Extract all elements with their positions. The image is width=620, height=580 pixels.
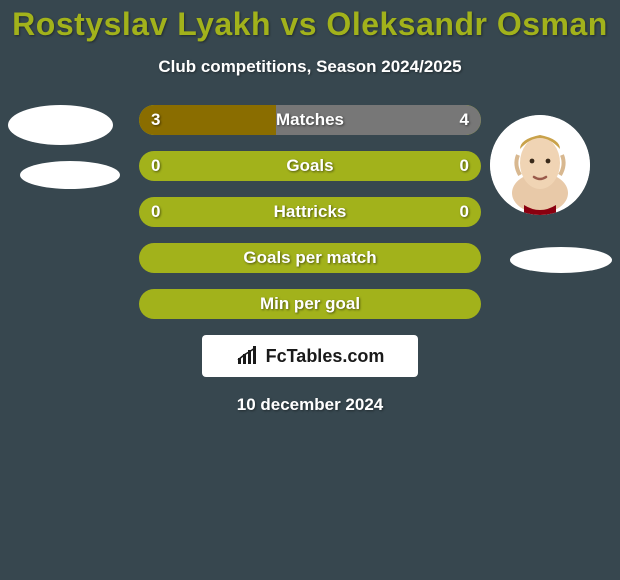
bar-value-right: 0 (460, 197, 469, 227)
bar-label: Hattricks (139, 197, 481, 227)
bar-label: Matches (139, 105, 481, 135)
player-avatar-left (8, 105, 113, 145)
team-badge-right (510, 247, 612, 273)
page-title: Rostyslav Lyakh vs Oleksandr Osman (0, 0, 620, 43)
stat-bar-row: Hattricks0 0 (139, 197, 481, 227)
content-area: Matches34Goals00Hattricks00Goals per mat… (0, 105, 620, 415)
stat-bar-row: Matches3 4 (139, 105, 481, 135)
logo-chart-icon (236, 346, 260, 366)
comparison-card: Rostyslav Lyakh vs Oleksandr Osman Club … (0, 0, 620, 580)
bar-value-left: 0 (151, 151, 160, 181)
bar-label: Min per goal (139, 289, 481, 319)
player-face-icon (490, 115, 590, 215)
bar-label: Goals (139, 151, 481, 181)
stat-bar-row: Goals0 0 (139, 151, 481, 181)
subtitle: Club competitions, Season 2024/2025 (0, 57, 620, 77)
bar-value-left: 0 (151, 197, 160, 227)
bar-value-right: 4 (460, 105, 469, 135)
logo-text: FcTables.com (266, 346, 385, 367)
player-avatar-right (490, 115, 590, 215)
team-badge-left (20, 161, 120, 189)
stat-bars: Matches34Goals00Hattricks00Goals per mat… (139, 105, 481, 319)
bar-value-right: 0 (460, 151, 469, 181)
logo-box: FcTables.com (202, 335, 418, 377)
bar-value-left: 3 (151, 105, 160, 135)
bar-label: Goals per match (139, 243, 481, 273)
stat-bar-row: Min per goal (139, 289, 481, 319)
stat-bar-row: Goals per match (139, 243, 481, 273)
date-text: 10 december 2024 (0, 395, 620, 415)
